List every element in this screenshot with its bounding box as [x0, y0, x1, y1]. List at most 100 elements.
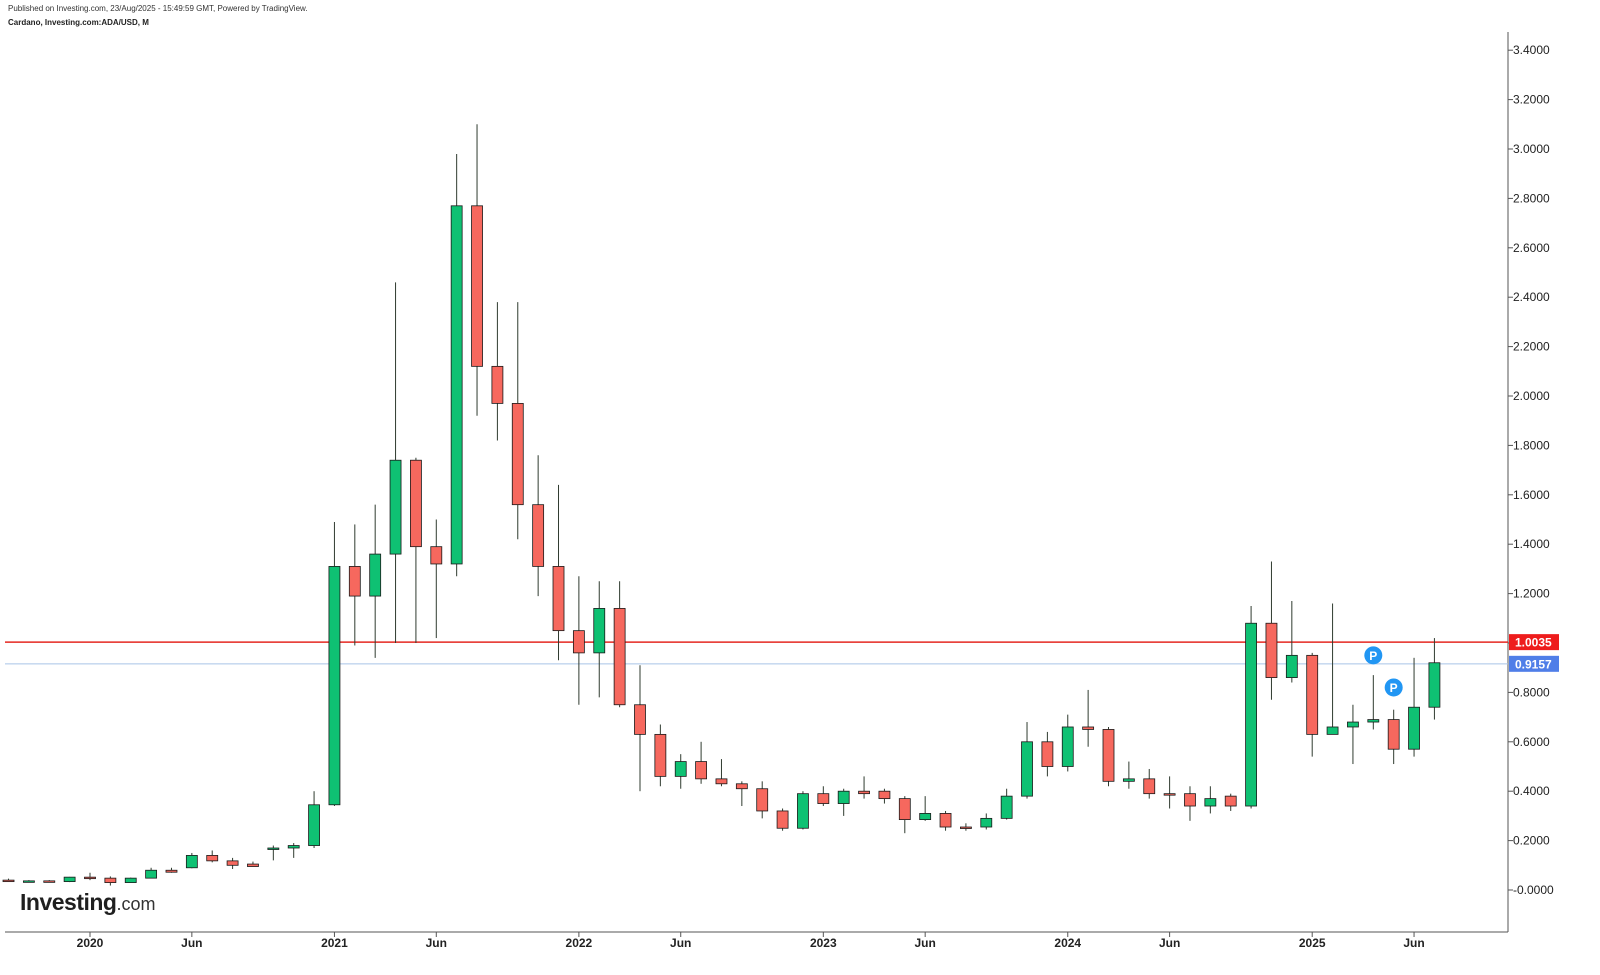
candle[interactable] [1163, 776, 1176, 809]
candle-body [1326, 726, 1339, 735]
candle[interactable] [1387, 709, 1400, 765]
candle[interactable] [84, 872, 96, 881]
candle[interactable] [348, 524, 361, 646]
y-tick-label: 0.2000 [1513, 834, 1550, 848]
y-tick-label: 2.4000 [1513, 290, 1550, 304]
candle[interactable] [1000, 788, 1013, 820]
candle[interactable] [1184, 786, 1196, 821]
candle[interactable] [1306, 652, 1319, 757]
candle[interactable] [613, 581, 626, 708]
candle[interactable] [104, 876, 117, 886]
candle[interactable] [226, 857, 239, 870]
candle[interactable] [1326, 603, 1339, 735]
candle[interactable] [939, 810, 952, 831]
candle[interactable] [511, 302, 524, 540]
candle[interactable] [1061, 714, 1074, 772]
candle[interactable] [878, 788, 891, 804]
candle[interactable] [328, 521, 341, 807]
candle[interactable] [1367, 675, 1380, 730]
candle-body [22, 880, 35, 883]
candle[interactable] [2, 878, 15, 883]
candle[interactable] [267, 845, 280, 861]
candle-body [756, 788, 769, 812]
candle[interactable] [1285, 601, 1298, 683]
candle[interactable] [776, 808, 789, 831]
candle[interactable] [898, 796, 911, 834]
candle[interactable] [471, 124, 483, 416]
candle[interactable] [756, 781, 769, 819]
candle-body [1082, 726, 1095, 730]
candle[interactable] [410, 457, 422, 643]
candle[interactable] [837, 788, 850, 816]
candle[interactable] [980, 813, 993, 830]
candle[interactable] [450, 153, 463, 577]
pivot-marker[interactable]: P [1384, 678, 1403, 697]
candle[interactable] [593, 581, 606, 698]
candle[interactable] [1102, 726, 1115, 787]
y-tick-label: -0.0000 [1513, 883, 1554, 897]
candle[interactable] [206, 850, 219, 863]
candle[interactable] [1021, 722, 1033, 799]
candle[interactable] [572, 576, 585, 705]
candle[interactable] [695, 741, 707, 784]
candle[interactable] [634, 665, 646, 792]
candle[interactable] [124, 877, 137, 883]
candle[interactable] [145, 867, 158, 879]
candle-body [43, 880, 56, 883]
candle[interactable] [1347, 704, 1359, 765]
candle[interactable] [715, 759, 728, 787]
candle[interactable] [919, 796, 932, 821]
candle[interactable] [1204, 786, 1217, 814]
candle[interactable] [22, 880, 35, 883]
candle-body [735, 783, 748, 790]
candle[interactable] [654, 724, 667, 787]
candle[interactable] [369, 504, 382, 658]
candle[interactable] [185, 852, 198, 869]
candle[interactable] [532, 455, 545, 597]
candle[interactable] [1143, 768, 1156, 799]
candle[interactable] [797, 791, 809, 830]
y-tick-label: 3.0000 [1513, 142, 1550, 156]
candle[interactable] [491, 302, 504, 441]
candle[interactable] [389, 282, 402, 643]
logo-main: Investing [20, 889, 117, 915]
candle[interactable] [63, 876, 76, 883]
candle[interactable] [817, 786, 830, 807]
candle[interactable] [1245, 605, 1257, 809]
candle-body [858, 790, 870, 795]
candle[interactable] [1428, 638, 1441, 720]
x-tick-label: 2021 [321, 936, 348, 950]
candle-body [206, 855, 219, 862]
candle[interactable] [735, 781, 748, 807]
candle[interactable] [1265, 561, 1278, 700]
candle[interactable] [1408, 657, 1420, 757]
pivot-marker-label: P [1369, 649, 1377, 663]
candle[interactable] [287, 843, 300, 858]
y-tick-label: 0.8000 [1513, 685, 1550, 699]
candle[interactable] [43, 880, 56, 883]
candle[interactable] [308, 791, 320, 849]
candle-body [63, 876, 76, 883]
candle[interactable] [674, 754, 687, 789]
candle-body [1347, 721, 1359, 728]
candles-group[interactable] [2, 124, 1441, 886]
candle[interactable] [1041, 731, 1054, 777]
candle[interactable] [960, 823, 972, 831]
candle[interactable] [247, 861, 259, 867]
pivot-marker[interactable]: P [1364, 646, 1383, 665]
candle[interactable] [1082, 689, 1095, 747]
candle[interactable] [165, 867, 178, 873]
candle[interactable] [1224, 793, 1237, 811]
candle[interactable] [430, 519, 443, 639]
candle-body [471, 205, 483, 367]
candle-body [267, 847, 280, 850]
markers-group[interactable]: PP [1364, 646, 1403, 697]
candle[interactable] [858, 776, 870, 799]
candle[interactable] [1122, 761, 1135, 789]
candle[interactable] [552, 484, 565, 661]
candle-body [104, 877, 117, 883]
candle-body [2, 879, 15, 883]
candle-body [1163, 793, 1176, 796]
logo-suffix: .com [116, 894, 156, 914]
